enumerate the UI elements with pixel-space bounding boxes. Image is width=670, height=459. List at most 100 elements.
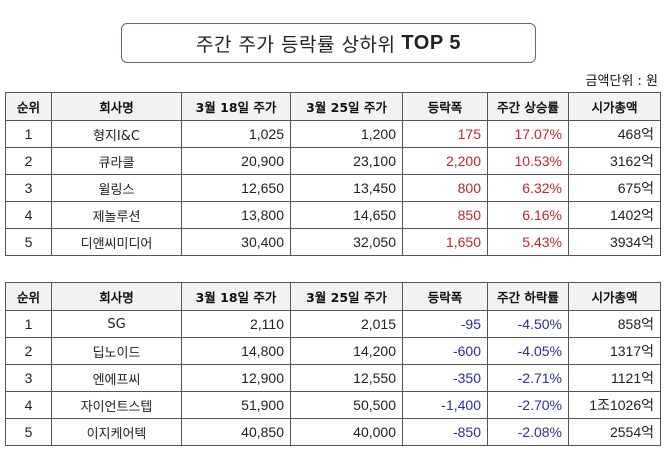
price-0318: 51,900	[181, 391, 291, 419]
table-row: 3 윌링스 12,650 13,450 800 6.32% 675억	[5, 174, 661, 202]
market-cap: 1402억	[568, 201, 661, 229]
col-market-cap: 시가총액	[568, 282, 661, 311]
market-cap: 1조1026억	[568, 391, 661, 419]
col-price-0325: 3월 25일 주가	[290, 92, 403, 121]
rank: 5	[5, 418, 52, 446]
weekly-rate: -2.71%	[487, 364, 569, 392]
company-name: 딥노이드	[51, 337, 182, 365]
currency-unit-note: 금액단위 : 원	[585, 74, 658, 89]
col-price-0318: 3월 18일 주가	[181, 92, 291, 121]
price-change: 2,200	[402, 147, 488, 175]
col-price-0325: 3월 25일 주가	[290, 282, 403, 311]
price-change: 175	[402, 120, 488, 148]
price-0325: 1,200	[290, 120, 403, 148]
table-row: 2 딥노이드 14,800 14,200 -600 -4.05% 1317억	[5, 337, 661, 365]
rank: 2	[5, 147, 52, 175]
price-0318: 1,025	[181, 120, 291, 148]
market-cap: 675억	[568, 174, 661, 202]
company-name: 이지케어텍	[51, 418, 182, 446]
company-name: 엔에프씨	[51, 364, 182, 392]
col-company: 회사명	[51, 282, 182, 311]
title-top5: TOP 5	[401, 31, 461, 54]
weekly-rate: 10.53%	[487, 147, 569, 175]
table-row: 1 형지I&C 1,025 1,200 175 17.07% 468억	[5, 120, 661, 148]
weekly-rate: -4.05%	[487, 337, 569, 365]
market-cap: 2554억	[568, 418, 661, 446]
company-name: 큐라클	[51, 147, 182, 175]
title-text: 주간 주가 등락률 상하위	[196, 33, 396, 56]
price-0318: 12,650	[181, 174, 291, 202]
price-0318: 2,110	[181, 310, 291, 338]
rank: 3	[5, 174, 52, 202]
company-name: 자이언트스텝	[51, 391, 182, 419]
price-0318: 30,400	[181, 228, 291, 256]
rank: 3	[5, 364, 52, 392]
weekly-rate: -2.08%	[487, 418, 569, 446]
col-price-0318: 3월 18일 주가	[181, 282, 291, 311]
col-change: 등락폭	[402, 92, 488, 121]
weekly-rate: 17.07%	[487, 120, 569, 148]
rank: 4	[5, 201, 52, 229]
col-rate: 주간 상승률	[487, 92, 569, 121]
col-market-cap: 시가총액	[568, 92, 661, 121]
rank: 1	[5, 310, 52, 338]
price-0325: 12,550	[290, 364, 403, 392]
table-row: 4 자이언트스텝 51,900 50,500 -1,400 -2.70% 1조1…	[5, 391, 661, 419]
table-header-row: 순위 회사명 3월 18일 주가 3월 25일 주가 등락폭 주간 하락률 시가…	[5, 282, 661, 311]
table-header-row: 순위 회사명 3월 18일 주가 3월 25일 주가 등락폭 주간 상승률 시가…	[5, 92, 661, 121]
rank: 2	[5, 337, 52, 365]
col-company: 회사명	[51, 92, 182, 121]
market-cap: 468억	[568, 120, 661, 148]
price-0325: 13,450	[290, 174, 403, 202]
weekly-rate: -2.70%	[487, 391, 569, 419]
page-title: 주간 주가 등락률 상하위 TOP 5	[121, 23, 536, 63]
price-0325: 50,500	[290, 391, 403, 419]
col-rank: 순위	[5, 282, 52, 311]
price-change: -1,400	[402, 391, 488, 419]
col-change: 등락폭	[402, 282, 488, 311]
price-0325: 40,000	[290, 418, 403, 446]
rank: 5	[5, 228, 52, 256]
price-change: 850	[402, 201, 488, 229]
company-name: 제놀루션	[51, 201, 182, 229]
col-rate: 주간 하락률	[487, 282, 569, 311]
col-rank: 순위	[5, 92, 52, 121]
price-change: -850	[402, 418, 488, 446]
price-change: -350	[402, 364, 488, 392]
price-0318: 14,800	[181, 337, 291, 365]
price-0325: 32,050	[290, 228, 403, 256]
price-0318: 13,800	[181, 201, 291, 229]
market-cap: 858억	[568, 310, 661, 338]
company-name: 디앤씨미디어	[51, 228, 182, 256]
price-0325: 14,200	[290, 337, 403, 365]
losers-table: 순위 회사명 3월 18일 주가 3월 25일 주가 등락폭 주간 하락률 시가…	[5, 282, 661, 446]
price-0325: 14,650	[290, 201, 403, 229]
price-0318: 12,900	[181, 364, 291, 392]
price-change: 800	[402, 174, 488, 202]
company-name: 윌링스	[51, 174, 182, 202]
price-0325: 2,015	[290, 310, 403, 338]
price-0318: 40,850	[181, 418, 291, 446]
table-row: 1 SG 2,110 2,015 -95 -4.50% 858억	[5, 310, 661, 338]
price-change: -600	[402, 337, 488, 365]
rank: 4	[5, 391, 52, 419]
weekly-rate: -4.50%	[487, 310, 569, 338]
market-cap: 3934억	[568, 228, 661, 256]
table-row: 3 엔에프씨 12,900 12,550 -350 -2.71% 1121억	[5, 364, 661, 392]
weekly-rate: 6.32%	[487, 174, 569, 202]
table-row: 2 큐라클 20,900 23,100 2,200 10.53% 3162억	[5, 147, 661, 175]
price-change: 1,650	[402, 228, 488, 256]
market-cap: 3162억	[568, 147, 661, 175]
table-row: 5 이지케어텍 40,850 40,000 -850 -2.08% 2554억	[5, 418, 661, 446]
weekly-rate: 6.16%	[487, 201, 569, 229]
table-row: 5 디앤씨미디어 30,400 32,050 1,650 5.43% 3934억	[5, 228, 661, 256]
price-change: -95	[402, 310, 488, 338]
gainers-table: 순위 회사명 3월 18일 주가 3월 25일 주가 등락폭 주간 상승률 시가…	[5, 92, 661, 256]
table-row: 4 제놀루션 13,800 14,650 850 6.16% 1402억	[5, 201, 661, 229]
company-name: SG	[51, 310, 182, 338]
price-0325: 23,100	[290, 147, 403, 175]
price-0318: 20,900	[181, 147, 291, 175]
weekly-rate: 5.43%	[487, 228, 569, 256]
market-cap: 1317억	[568, 337, 661, 365]
rank: 1	[5, 120, 52, 148]
